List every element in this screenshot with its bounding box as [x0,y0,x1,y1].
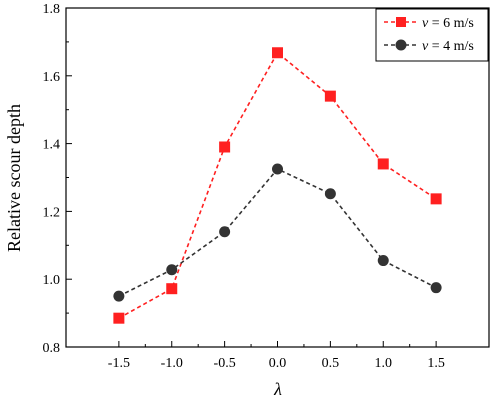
x-tick-label: 0.5 [322,356,340,371]
y-tick-label: 0.8 [43,341,61,356]
legend-marker-v6 [396,17,406,27]
x-axis-title: λ [273,379,282,399]
data-point-circle [272,163,283,175]
series-layer [113,47,442,324]
data-point-circle [166,264,178,276]
x-tick-label: 1.0 [375,356,393,371]
legend: v = 6 m/s v = 4 m/s [375,8,489,62]
data-point-circle [377,255,389,267]
x-tick-label: 0.0 [269,356,287,371]
data-point-square [430,193,442,205]
x-axis-ticks: -1.5 -1.0 -0.5 0.0 0.5 1.0 1.5 [108,341,445,371]
y-axis-ticks: 0.8 1.0 1.2 1.4 1.6 1.8 [43,2,72,356]
data-point-circle [324,188,336,200]
legend-label-v6: v = 6 m/s [422,16,474,31]
series-line-0 [118,51,437,319]
x-tick-label: -1.5 [108,356,130,371]
y-tick-label: 1.8 [43,2,61,17]
x-tick-label: 1.5 [427,356,445,371]
data-point-circle [219,226,231,238]
data-point-square [113,312,125,324]
data-point-circle [113,290,125,302]
data-point-circle [430,282,442,294]
legend-box [375,8,489,62]
y-tick-label: 1.4 [43,138,61,153]
y-tick-label: 1.2 [43,205,61,220]
data-point-square [166,283,178,295]
data-point-square [377,158,389,170]
y-tick-label: 1.6 [43,70,61,85]
y-axis-title: Relative scour depth [4,104,24,252]
legend-marker-v4 [395,39,407,51]
x-tick-label: -0.5 [214,356,236,371]
data-point-square [272,47,283,59]
legend-label-v4: v = 4 m/s [422,39,474,54]
series-line-1 [118,168,437,297]
data-point-square [324,90,336,102]
x-tick-label: -1.0 [161,356,183,371]
data-point-square [219,141,231,153]
y-tick-label: 1.0 [43,273,61,288]
